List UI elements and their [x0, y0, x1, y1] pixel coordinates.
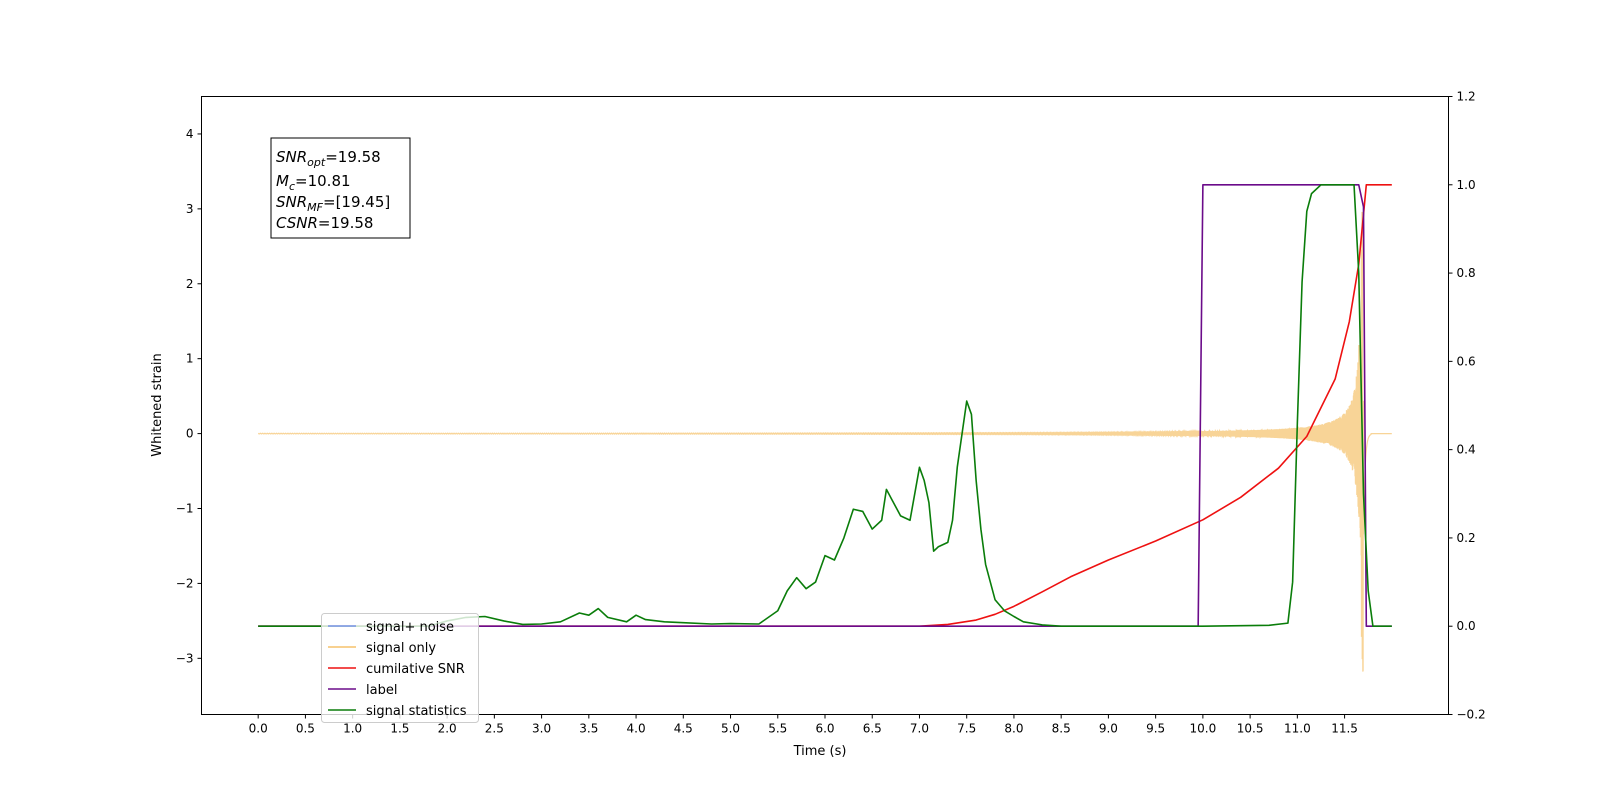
y-tick-label: 1	[186, 352, 194, 366]
x-tick-label: 0.5	[296, 722, 315, 736]
annotation-box: SNRopt=19.58 Mc=10.81 SNRMF=[19.45] CSNR…	[270, 137, 411, 239]
y2-tick-label: 1.0	[1457, 178, 1476, 192]
x-axis: 0.0 0.5 1.0 1.5 2.0 2.5 3.0 3.5 4.0 4.5 5.0 5.5 6.0 6…	[249, 714, 1358, 736]
x-tick-label: 5.0	[721, 722, 740, 736]
x-tick-label: 2.5	[485, 722, 504, 736]
x-tick-label: 3.5	[579, 722, 598, 736]
x-tick-label: 1.0	[343, 722, 362, 736]
x-tick-label: 0.0	[249, 722, 268, 736]
y-tick-label: 0	[186, 427, 194, 441]
annotation-csnr: CSNR=19.58	[276, 214, 373, 232]
x-tick-label: 4.0	[627, 722, 646, 736]
x-tick-label: 11.0	[1284, 722, 1311, 736]
plot-area	[258, 185, 1392, 672]
y-axis: −3 −2 −1 0 1 2 3 4	[176, 127, 202, 665]
y2-tick-label: 0.2	[1457, 531, 1476, 545]
x-tick-label: 8.5	[1052, 722, 1071, 736]
x-tick-label: 10.0	[1190, 722, 1217, 736]
legend-label: cumilative SNR	[366, 662, 465, 677]
y2-tick-label: 0.8	[1457, 266, 1476, 280]
x-tick-label: 7.0	[910, 722, 929, 736]
x-tick-label: 6.0	[815, 722, 834, 736]
x-tick-label: 2.0	[438, 722, 457, 736]
series-signal-only	[257, 211, 1392, 672]
x-tick-label: 3.0	[532, 722, 551, 736]
y-axis-label: Whitened strain	[150, 353, 165, 456]
annotation-snr-opt: SNRopt=19.58	[276, 148, 381, 169]
x-tick-label: 6.5	[863, 722, 882, 736]
series-label	[258, 183, 1392, 628]
y-tick-label: 3	[186, 202, 194, 216]
x-axis-label: Time (s)	[793, 744, 847, 759]
x-tick-label: 8.0	[1004, 722, 1023, 736]
legend-label: signal only	[366, 641, 436, 656]
x-tick-label: 1.5	[390, 722, 409, 736]
y-tick-label: 4	[186, 127, 194, 141]
legend-label: signal+ noise	[366, 620, 454, 635]
y2-tick-label: 0.6	[1457, 354, 1476, 368]
series-signal-statistics	[258, 183, 1392, 628]
y-tick-label: −3	[176, 651, 194, 665]
legend-label: signal statistics	[366, 704, 467, 719]
x-tick-label: 5.5	[768, 722, 787, 736]
y2-tick-label: 0.4	[1457, 443, 1476, 457]
y-tick-label: −1	[176, 502, 194, 516]
legend-label: label	[366, 683, 397, 698]
annotation-mc: Mc=10.81	[276, 172, 351, 193]
y-tick-label: 2	[186, 277, 194, 291]
y2-axis: −0.2 0.0 0.2 0.4 0.6 0.8 1.0 1.2	[1448, 90, 1486, 722]
x-tick-label: 9.0	[1099, 722, 1118, 736]
series-cumilative-snr	[258, 183, 1392, 628]
annotation-snr-mf: SNRMF=[19.45]	[276, 193, 390, 214]
y2-tick-label: 0.0	[1457, 619, 1476, 633]
x-tick-label: 7.5	[957, 722, 976, 736]
y-tick-label: −2	[176, 576, 194, 590]
y2-tick-label: −0.2	[1457, 708, 1486, 722]
legend: signal+ noise signal only cumilative SNR la…	[321, 613, 479, 723]
x-tick-label: 11.5	[1331, 722, 1358, 736]
x-tick-label: 4.5	[674, 722, 693, 736]
y2-tick-label: 1.2	[1457, 90, 1476, 104]
x-tick-label: 9.5	[1146, 722, 1165, 736]
x-tick-label: 10.5	[1237, 722, 1264, 736]
